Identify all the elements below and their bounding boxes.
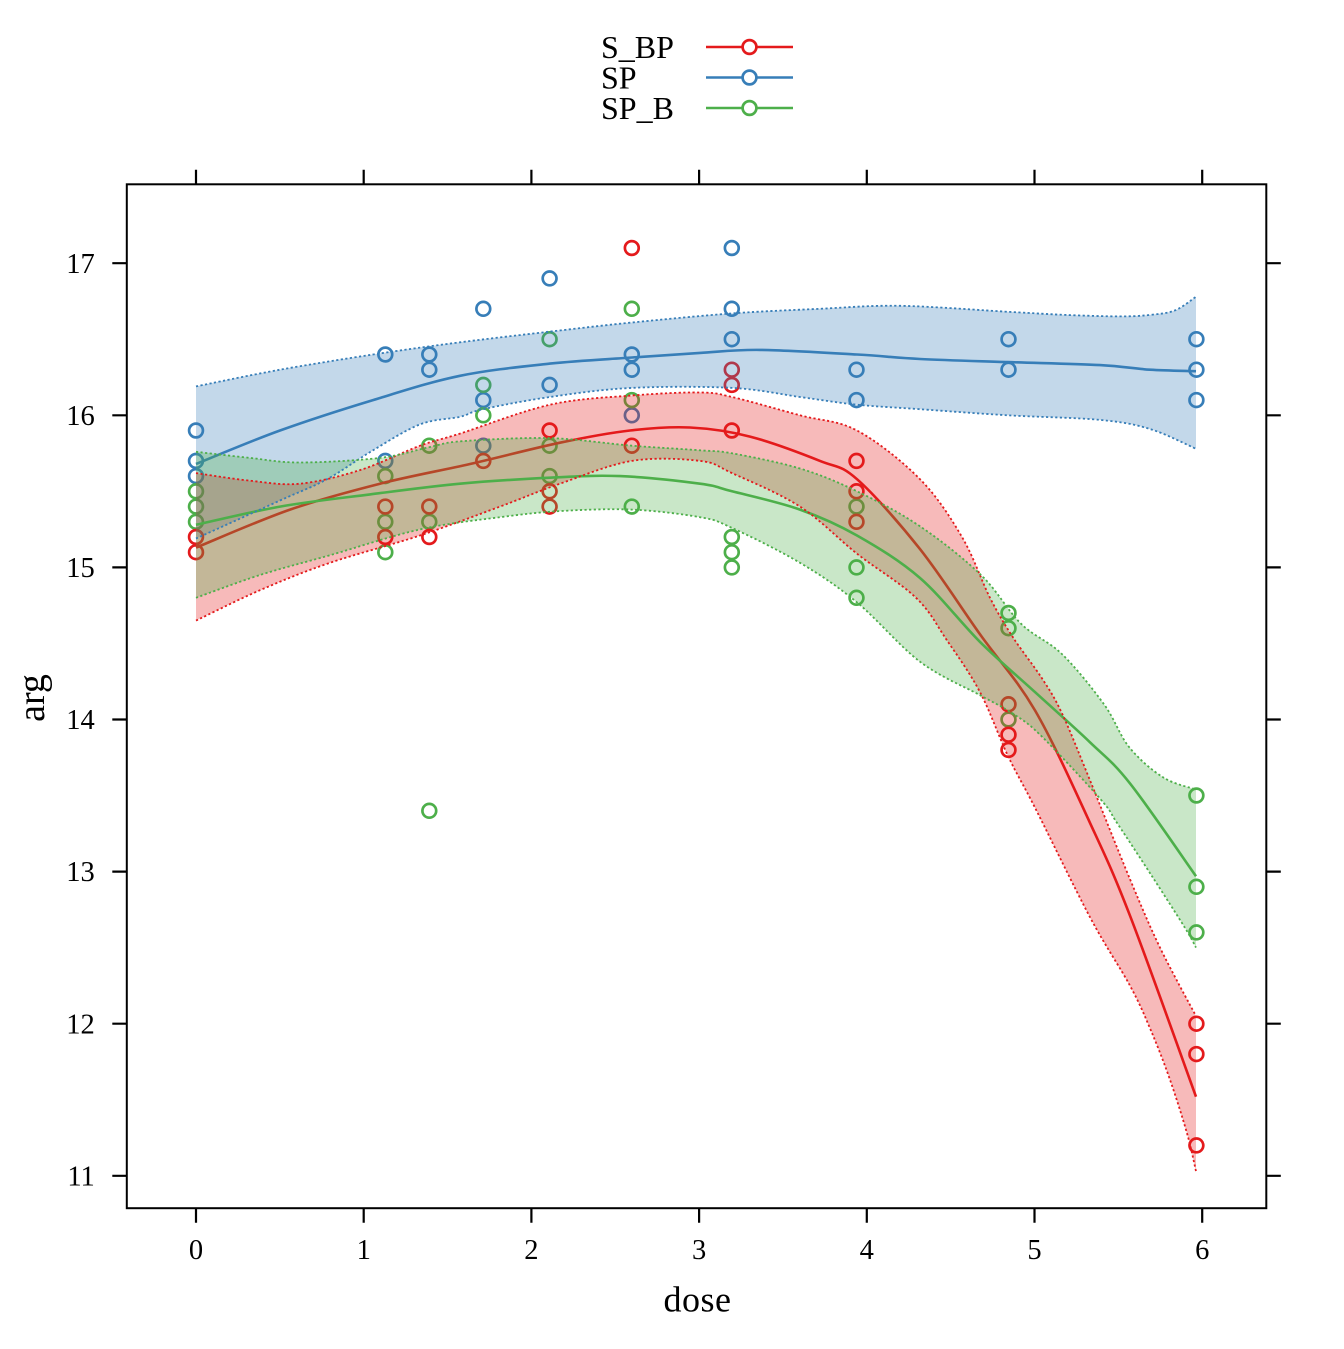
svg-text:2: 2 <box>524 1235 538 1266</box>
svg-text:arg: arg <box>11 674 53 722</box>
svg-text:SP: SP <box>601 59 637 95</box>
svg-text:13: 13 <box>66 857 95 888</box>
svg-text:3: 3 <box>692 1235 706 1266</box>
svg-text:6: 6 <box>1195 1235 1209 1266</box>
svg-text:0: 0 <box>189 1235 203 1266</box>
svg-text:16: 16 <box>66 401 95 432</box>
svg-text:1: 1 <box>357 1235 371 1266</box>
svg-text:12: 12 <box>66 1009 95 1040</box>
svg-text:5: 5 <box>1027 1235 1041 1266</box>
svg-text:15: 15 <box>66 553 95 584</box>
svg-text:14: 14 <box>66 705 95 736</box>
svg-text:dose: dose <box>664 1280 732 1320</box>
svg-text:SP_B: SP_B <box>601 90 674 126</box>
svg-text:S_BP: S_BP <box>601 29 674 65</box>
svg-text:4: 4 <box>860 1235 874 1266</box>
svg-text:11: 11 <box>67 1161 94 1192</box>
svg-text:17: 17 <box>66 249 95 280</box>
